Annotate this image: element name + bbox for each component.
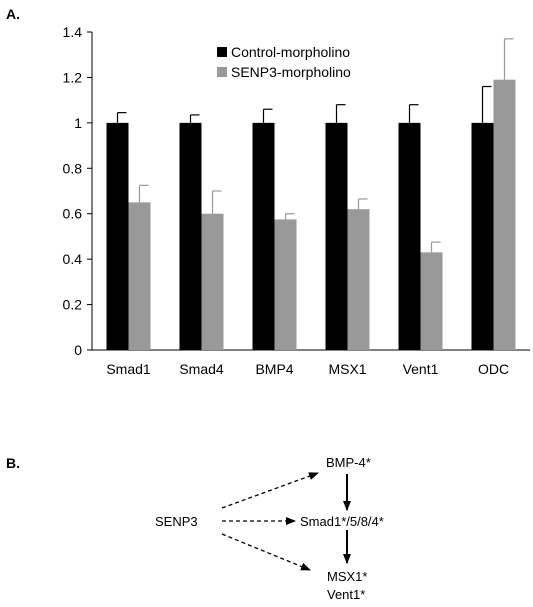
legend-swatch (217, 67, 227, 77)
y-tick-label: 1.2 (63, 69, 83, 85)
y-tick-label: 1.4 (63, 24, 83, 40)
bar-control (179, 122, 202, 350)
y-tick-label: 1 (74, 115, 82, 131)
x-tick-label: MSX1 (328, 361, 366, 377)
panel-b-label: B. (6, 455, 20, 471)
x-tick-label: Smad1 (106, 361, 151, 377)
node-vent1: Vent1* (327, 587, 366, 602)
bar-senp3 (493, 79, 516, 350)
node-msx1: MSX1* (327, 569, 368, 584)
bar-control (325, 122, 348, 350)
dashed-arrow-senp3-to-bmp4 (221, 472, 319, 509)
y-tick-label: 0.4 (63, 251, 83, 267)
x-tick-label: Vent1 (403, 361, 439, 377)
y-tick-label: 0.8 (63, 160, 83, 176)
bar-control (398, 122, 421, 350)
bar-senp3 (347, 209, 370, 350)
node-smad: Smad1*/5/8/4* (300, 514, 384, 529)
bar-control (471, 122, 494, 350)
bar-senp3 (274, 219, 297, 350)
panel-a-label: A. (6, 6, 20, 22)
node-bmp4: BMP-4* (326, 455, 371, 470)
bar-senp3 (420, 252, 443, 350)
bar-chart: 0 0.2 0.4 0.6 0.8 1 1.2 1.4 Smad1 Smad4 BMP4 MSX1 Ve… (63, 24, 530, 377)
node-senp3: SENP3 (155, 514, 198, 529)
legend-label: SENP3-morpholino (231, 64, 351, 80)
y-tick-label: 0.6 (63, 206, 83, 222)
x-tick-label: BMP4 (255, 361, 293, 377)
bar-control (252, 122, 275, 350)
x-tick-label: ODC (478, 361, 509, 377)
bar-senp3 (128, 202, 151, 350)
y-tick-label: 0.2 (63, 297, 83, 313)
x-tick-label: Smad4 (179, 361, 224, 377)
dashed-arrow-senp3-to-msx1 (221, 533, 311, 571)
bar-senp3 (201, 213, 224, 350)
legend-label: Control-morpholino (231, 44, 350, 60)
legend-swatch (217, 47, 227, 57)
bar-control (106, 122, 129, 350)
y-tick-label: 0 (74, 342, 82, 358)
